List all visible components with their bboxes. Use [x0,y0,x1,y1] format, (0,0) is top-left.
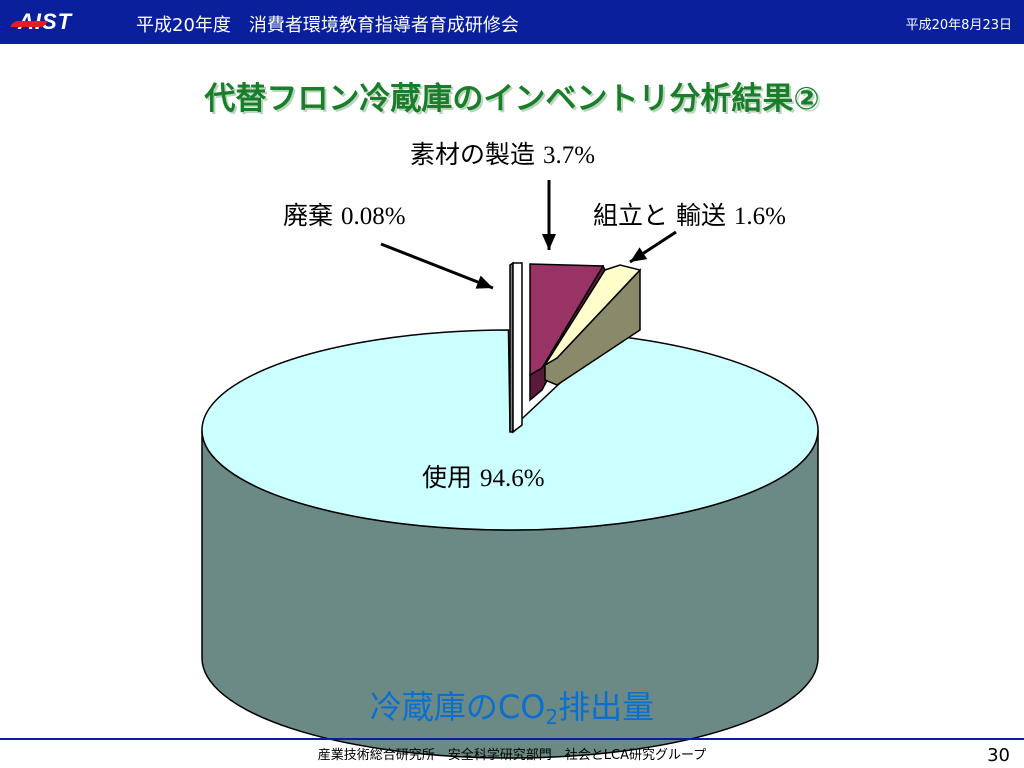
header-date: 平成20年8月23日 [905,18,1012,33]
footer-org: 産業技術総合研究所 安全科学研究部門 社会とLCA研究グループ [317,748,707,763]
slice-label-use-name: 使用 [422,463,473,492]
pie-slice-disposal [509,261,523,434]
arrow-disposal [380,242,494,290]
slice-label-assembly-name: 組立と 輸送 [593,201,726,230]
footer-divider [0,738,1024,740]
pie-slice-assembly-face [544,264,642,366]
pie-slice-disposal-face [512,262,523,434]
slice-label-assembly: 組立と 輸送 1.6% [593,196,786,232]
slice-label-material-name: 素材の製造 [410,140,536,169]
slice-label-disposal: 廃棄 0.08% [283,196,406,232]
slice-label-use: 使用 94.6% [422,458,545,494]
aist-logo: AIST [10,9,72,35]
caption-suffix: 排出量 [558,688,655,726]
slice-label-use-value: 94.6% [479,465,545,492]
slice-label-disposal-name: 廃棄 [283,201,334,230]
pie-slice-assembly [544,264,642,386]
chart-caption: 冷蔵庫のCO2排出量 [0,682,1024,729]
slice-label-material: 素材の製造 3.7% [410,135,595,171]
caption-subscript: 2 [545,705,559,729]
arrow-assembly [629,230,677,264]
header-bar: AIST 平成20年度 消費者環境教育指導者育成研修会 平成20年8月23日 [0,0,1024,44]
slice-label-material-value: 3.7% [542,142,596,169]
caption-prefix: 冷蔵庫のCO [369,688,546,726]
pie-slice-material-face [529,263,605,377]
slice-label-disposal-value: 0.08% [340,203,406,230]
page-number: 30 [987,745,1010,766]
slice-label-assembly-value: 1.6% [733,203,786,230]
slide-title: 代替フロン冷蔵庫のインベントリ分析結果② [204,81,820,117]
header-title: 平成20年度 消費者環境教育指導者育成研修会 [136,15,519,36]
arrow-material [542,180,556,250]
